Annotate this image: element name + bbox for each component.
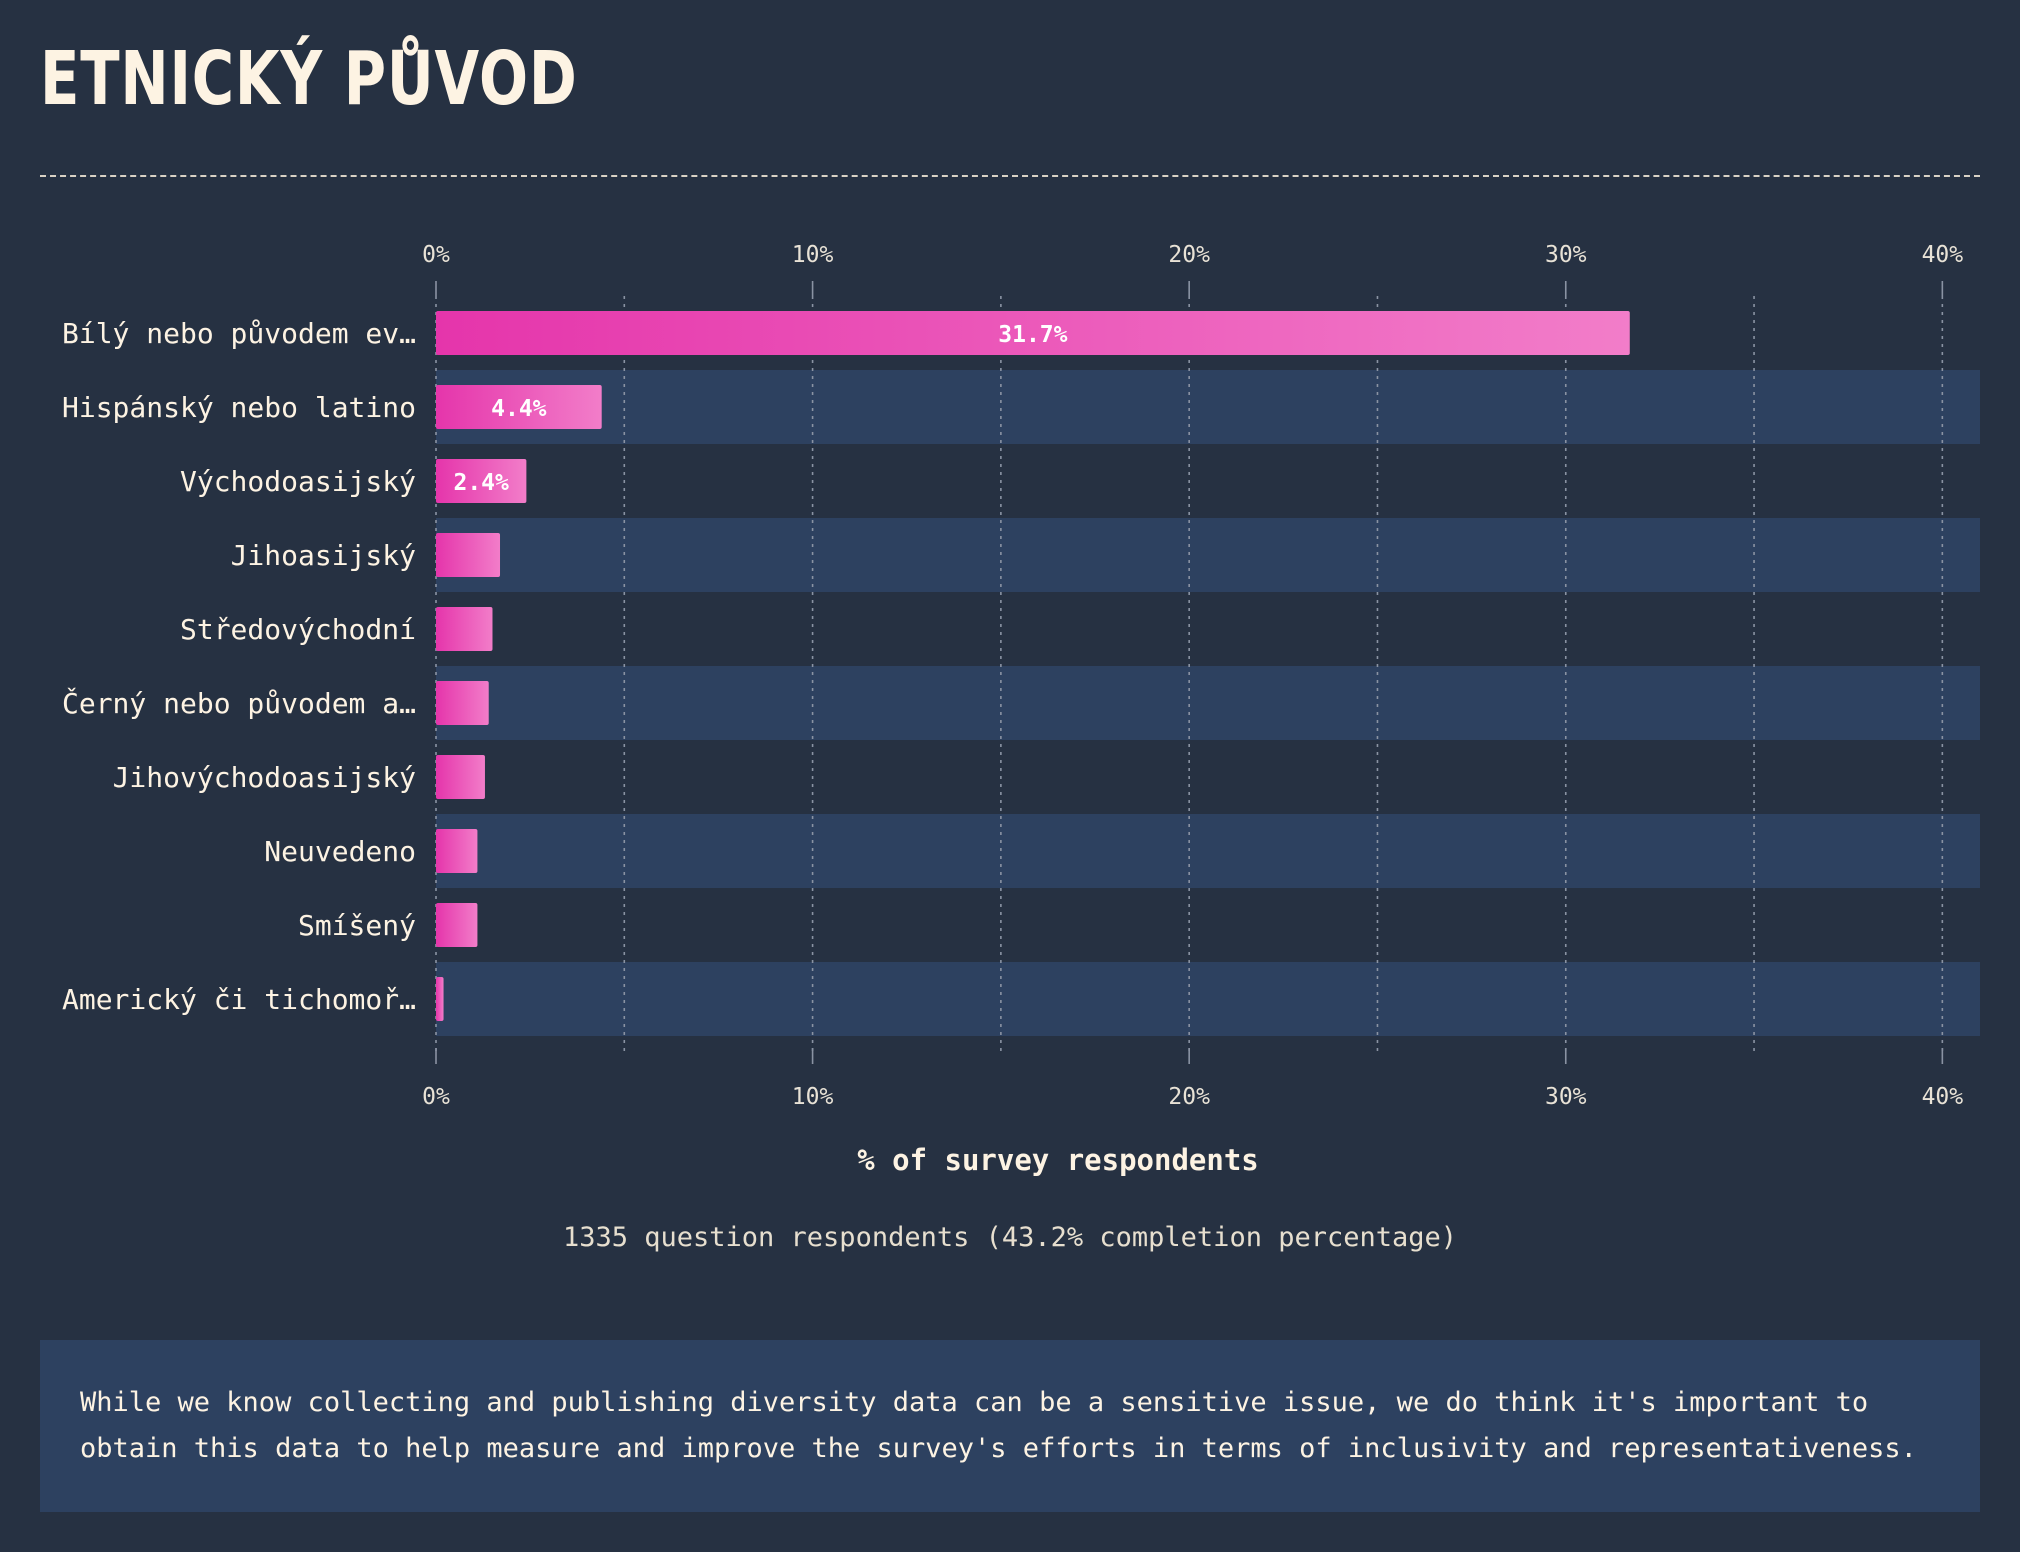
- title-divider: [40, 175, 1980, 177]
- x-tick-label-top: 10%: [792, 242, 834, 268]
- bar[interactable]: [436, 459, 527, 503]
- x-tick-label-bottom: 30%: [1545, 1084, 1587, 1110]
- bar-value-label: 4.4%: [491, 396, 547, 422]
- bar[interactable]: [436, 681, 489, 725]
- x-tick-label-top: 40%: [1922, 242, 1964, 268]
- category-label: Americký či tichomoř…: [62, 983, 416, 1016]
- bar[interactable]: [436, 903, 478, 947]
- diversity-note: While we know collecting and publishing …: [40, 1340, 1980, 1512]
- x-tick-label-top: 0%: [422, 242, 450, 268]
- bar-value-label: 31.7%: [998, 322, 1067, 348]
- x-tick-label-bottom: 40%: [1922, 1084, 1964, 1110]
- bar-chart: Bílý nebo původem ev… 31.7% Hispánský nebo…: [62, 242, 1980, 1177]
- bar-value-label: 2.4%: [453, 470, 509, 496]
- x-tick-label-bottom: 0%: [422, 1084, 450, 1110]
- category-label: Hispánský nebo latino: [62, 391, 416, 424]
- page-title: ETNICKÝ PŮVOD: [40, 36, 578, 122]
- row-stripe: [436, 666, 1980, 740]
- row-stripe: [436, 370, 1980, 444]
- x-tick-label-top: 20%: [1168, 242, 1210, 268]
- x-tick-label-top: 30%: [1545, 242, 1587, 268]
- bar[interactable]: [436, 755, 485, 799]
- category-label: Středovýchodní: [180, 613, 416, 646]
- bar[interactable]: [436, 607, 493, 651]
- bar[interactable]: [436, 533, 501, 577]
- category-label: Bílý nebo původem ev…: [62, 317, 416, 350]
- row-stripe: [436, 962, 1980, 1036]
- category-label: Černý nebo původem a…: [62, 686, 416, 720]
- respondents-footnote: 1335 question respondents (43.2% complet…: [562, 1222, 1458, 1253]
- bar[interactable]: [436, 977, 444, 1021]
- category-label: Jihovýchodoasijský: [113, 761, 416, 794]
- category-label: Neuvedeno: [264, 835, 416, 868]
- x-tick-label-bottom: 10%: [792, 1084, 834, 1110]
- bar[interactable]: [436, 311, 1630, 355]
- x-tick-label-bottom: 20%: [1168, 1084, 1210, 1110]
- row-stripe: [436, 518, 1980, 592]
- category-label: Smíšený: [298, 909, 416, 942]
- category-label: Jihoasijský: [231, 539, 416, 572]
- bar[interactable]: [436, 829, 478, 873]
- row-stripe: [436, 814, 1980, 888]
- category-label: Východoasijský: [180, 465, 416, 498]
- bar[interactable]: [436, 385, 602, 429]
- x-axis-label: % of survey respondents: [857, 1143, 1259, 1177]
